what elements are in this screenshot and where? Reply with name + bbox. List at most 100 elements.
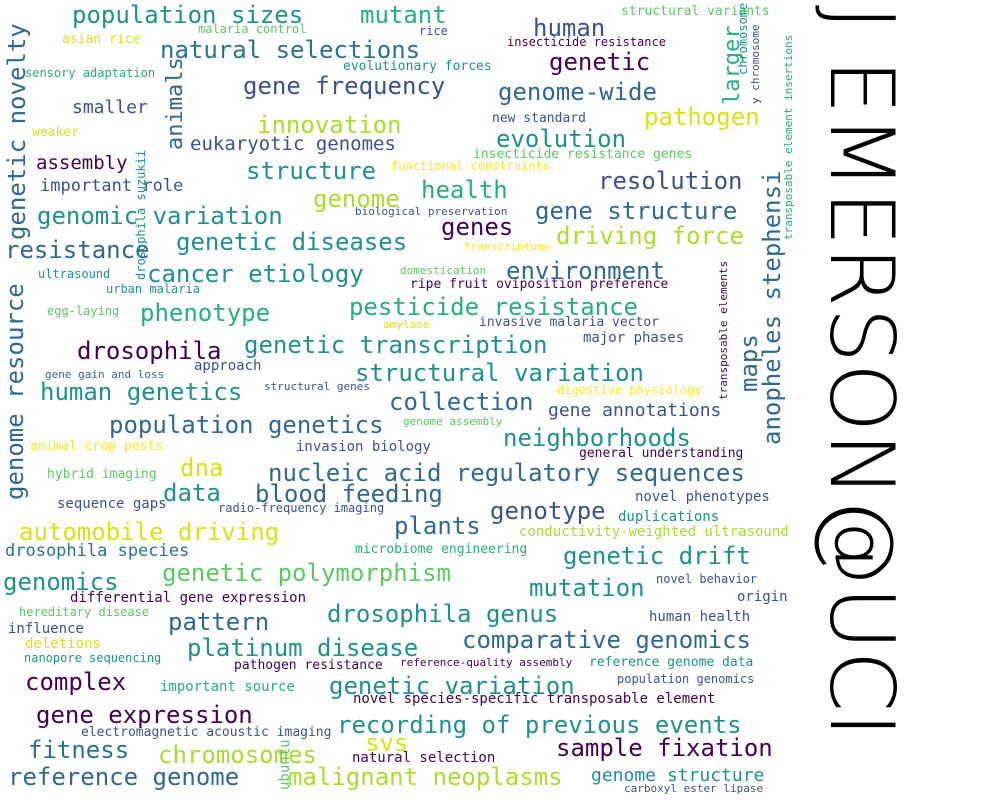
cloud-word: novel phenotypes [635, 489, 770, 505]
cloud-word: novel species-specific transposable elem… [353, 691, 716, 707]
cloud-word: amylase [383, 318, 430, 331]
cloud-word: insecticide resistance [507, 35, 666, 49]
cloud-word: recording of previous events [337, 711, 742, 739]
cloud-word: human health [649, 609, 751, 625]
cloud-word: ultrasound [38, 267, 111, 281]
cloud-word: differential gene expression [70, 590, 307, 606]
cloud-word-vertical: ubuntu [277, 739, 293, 790]
cloud-word: pesticide resistance [349, 293, 638, 321]
cloud-word: gene annotations [548, 400, 722, 421]
cloud-word: structural variants [621, 4, 770, 19]
cloud-word: complex [25, 668, 127, 696]
cloud-word: mutant [360, 1, 447, 29]
cloud-word: digestive physiology [557, 383, 702, 397]
cloud-word: data [163, 479, 221, 507]
cloud-word: smaller [72, 97, 148, 118]
cloud-word: reference-quality assembly [400, 656, 573, 669]
cloud-word: comparative genomics [462, 626, 751, 654]
cloud-word: innovation [257, 111, 402, 139]
cloud-word-vertical: transposable elements [717, 260, 730, 400]
cloud-word: weaker [32, 125, 79, 140]
cloud-word: evolutionary forces [343, 59, 492, 74]
cloud-word: environment [506, 257, 665, 285]
cloud-word: gene expression [36, 701, 253, 729]
cloud-word: radio-frequency imaging [218, 501, 385, 515]
cloud-word: gene structure [535, 197, 738, 225]
cloud-word-vertical: drosophila suzukii [134, 149, 148, 280]
cloud-word: natural selection [352, 750, 496, 766]
cloud-word: biological preservation [355, 205, 508, 218]
cloud-word: health [421, 176, 508, 204]
cloud-word: new standard [492, 111, 586, 126]
cloud-word: genotype [490, 497, 606, 525]
cloud-word: neighborhoods [503, 424, 691, 452]
cloud-word: collection [389, 388, 534, 416]
cloud-word: cancer etiology [147, 260, 364, 288]
cloud-word: genome structure [591, 765, 765, 786]
cloud-word: genome-wide [498, 78, 657, 106]
cloud-word: drosophila species [5, 541, 190, 561]
cloud-word: genome assembly [403, 415, 503, 428]
cloud-word: platinum disease [187, 634, 419, 662]
cloud-word: structural genes [264, 380, 370, 393]
cloud-word: genetic transcription [244, 331, 548, 359]
cloud-word: origin [737, 589, 788, 605]
cloud-word: malignant neoplasms [288, 763, 563, 791]
cloud-word-vertical: maps [735, 334, 763, 392]
cloud-word: influence [8, 621, 84, 637]
cloud-word: eukaryotic genomes [190, 133, 396, 155]
cloud-word: microbiome engineering [355, 542, 528, 557]
cloud-word-vertical: animals [163, 57, 188, 150]
cloud-word: hybrid imaging [47, 467, 157, 482]
cloud-word: important source [160, 679, 295, 695]
cloud-word: novel behavior [656, 572, 758, 586]
word-cloud: population sizes mutant human structural… [1, 1, 795, 795]
cloud-word: fitness [28, 736, 130, 764]
cloud-word: insecticide resistance genes [473, 147, 693, 162]
cloud-word: driving force [556, 222, 744, 250]
cloud-word: natural selections [160, 36, 421, 64]
cloud-word: population genomics [617, 672, 755, 686]
cloud-word: ripe fruit oviposition preference [410, 277, 669, 292]
cloud-word: resistance [5, 236, 150, 264]
cloud-word: genetic diseases [176, 228, 408, 256]
cloud-word: structural variation [355, 359, 644, 387]
cloud-word: genome [313, 185, 400, 213]
cloud-word: resolution [598, 167, 743, 195]
cloud-word: reference genome [8, 763, 240, 791]
cloud-word: important role [40, 176, 184, 196]
cloud-word: pathogen resistance [234, 658, 383, 673]
cloud-word: deletions [25, 636, 101, 652]
cloud-word: mutation [529, 574, 645, 602]
cloud-word: sequence gaps [57, 496, 167, 512]
cloud-word-vertical: genetic novelty [3, 23, 31, 240]
cloud-word: invasion biology [296, 439, 431, 455]
cloud-word: blood feeding [255, 480, 443, 508]
cloud-word: invasive malaria vector [479, 315, 660, 330]
cloud-word: carboxyl ester lipase [624, 782, 764, 795]
cloud-word: population sizes [72, 1, 304, 29]
cloud-word: genetic drift [563, 542, 751, 570]
cloud-word: population genetics [109, 411, 384, 439]
cloud-word: nanopore sequencing [24, 651, 162, 665]
cloud-word: svs [365, 729, 409, 757]
cloud-word: genomics [3, 568, 119, 596]
cloud-word-vertical: chromosome [736, 2, 750, 75]
cloud-word: drosophila genus [327, 600, 559, 628]
cloud-word: animal crop pests [30, 439, 164, 454]
cloud-word: assembly [36, 152, 128, 174]
cloud-word-vertical: genome resource [1, 283, 29, 500]
cloud-word: genetic variation [329, 672, 575, 700]
cloud-word: duplications [618, 509, 720, 525]
cloud-word-vertical: anopheles stephensi [758, 170, 786, 445]
cloud-word: genomic variation [37, 202, 283, 230]
cloud-word: asian rice [62, 32, 141, 47]
cloud-word: drosophila [77, 337, 222, 365]
cloud-word: electromagnetic acoustic imaging [81, 725, 332, 740]
cloud-word: functional constraints [391, 159, 550, 173]
cloud-word: approach [194, 358, 262, 374]
cloud-word: nucleic acid regulatory sequences [268, 459, 745, 487]
cloud-word: phenotype [140, 299, 271, 327]
cloud-word: structure [246, 157, 377, 185]
signature-text: J EMERSON@UCI [810, 5, 913, 738]
